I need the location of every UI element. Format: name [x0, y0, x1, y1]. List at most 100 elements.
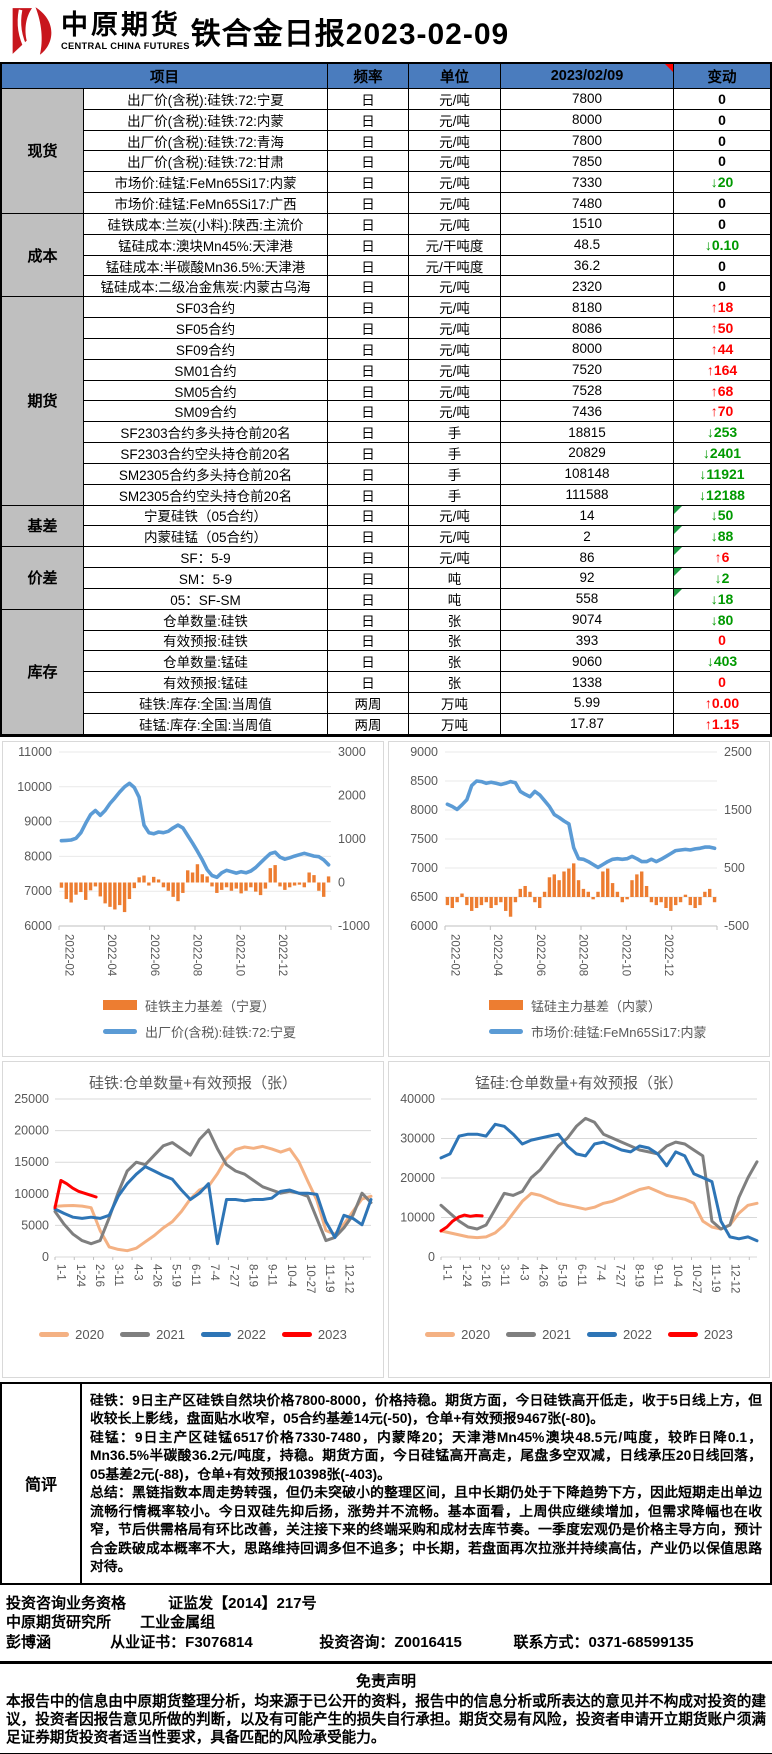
row-change: ↓2 — [674, 568, 770, 589]
row-item: 出厂价(含税):硅铁:72:宁夏 — [84, 89, 328, 110]
row-frequency: 日 — [328, 109, 409, 131]
svg-text:1-1: 1-1 — [55, 1264, 67, 1281]
row-frequency: 日 — [328, 422, 409, 444]
row-item: SF2303合约多头持仓前20名 — [84, 422, 328, 444]
svg-text:0: 0 — [338, 875, 345, 889]
svg-text:4-3: 4-3 — [131, 1264, 143, 1281]
chart-legend: 2020 2021 2022 2023 — [425, 1327, 733, 1342]
row-group-label: 价差 — [2, 547, 84, 610]
row-item: 05：SF-SM — [84, 588, 328, 610]
legend-label: 市场价:硅锰:FeMn65Si17:内蒙 — [531, 1024, 707, 1040]
disclaimer-title: 免责声明 — [355, 1672, 416, 1690]
row-item: SF05合约 — [84, 318, 328, 339]
data-table: 项目 频率 单位 2023/02/09 变动 现货 出厂价(含税):硅铁:72:宁夏日元/… — [0, 62, 772, 737]
svg-text:7000: 7000 — [410, 861, 438, 875]
row-frequency: 日 — [328, 568, 409, 589]
brand-name-en: CENTRAL CHINA FUTURES — [61, 40, 190, 51]
svg-text:10000: 10000 — [400, 1211, 435, 1225]
row-value: 8086 — [501, 318, 674, 339]
note-marker-icon — [674, 547, 682, 556]
svg-text:6000: 6000 — [24, 919, 52, 933]
svg-text:10-4: 10-4 — [285, 1264, 297, 1288]
svg-text:500: 500 — [724, 861, 745, 875]
row-unit: 元/吨 — [409, 130, 501, 152]
legend-label: 2023 — [317, 1327, 347, 1343]
note-marker-icon — [674, 568, 682, 577]
svg-text:8000: 8000 — [24, 849, 52, 863]
svg-text:7-27: 7-27 — [227, 1264, 239, 1287]
svg-text:12-12: 12-12 — [342, 1264, 354, 1293]
chart-title: 锰硅:仓单数量+有效预报（张） — [475, 1075, 683, 1093]
row-change: 0 — [674, 672, 770, 694]
row-item: 内蒙硅锰（05合约） — [84, 526, 328, 548]
row-item: 仓单数量:锰硅 — [84, 651, 328, 673]
svg-text:0: 0 — [428, 1250, 435, 1264]
svg-text:11-19: 11-19 — [709, 1264, 721, 1293]
legend-label: 出厂价(含税):硅铁:72:宁夏 — [145, 1024, 296, 1040]
row-frequency: 日 — [328, 338, 409, 360]
row-unit: 元/吨 — [409, 505, 501, 527]
legend-item: 出厂价(含税):硅铁:72:宁夏 — [103, 1022, 296, 1041]
credentials-section: 投资咨询业务资格 证监发【2014】217号 中原期货研究所 工业金属组 彭博涵… — [0, 1585, 772, 1661]
row-frequency: 日 — [328, 401, 409, 423]
legend-label: 2022 — [623, 1327, 652, 1343]
row-value: 111588 — [501, 484, 674, 506]
svg-text:2022-02: 2022-02 — [448, 934, 460, 976]
svg-text:15000: 15000 — [14, 1155, 49, 1169]
row-frequency: 日 — [328, 651, 409, 673]
legend-line-swatch — [667, 1332, 698, 1338]
row-unit: 张 — [409, 672, 501, 694]
svg-text:9000: 9000 — [410, 745, 438, 759]
legend-line-swatch — [120, 1332, 151, 1338]
row-change: ↑50 — [674, 318, 770, 339]
disclaimer-section: 免责声明 本报告中的信息由中原期货整理分析，均来源于已公开的资料，报告中的信息分… — [0, 1660, 772, 1754]
row-value: 7850 — [501, 151, 674, 173]
row-value: 36.2 — [501, 255, 674, 277]
legend-line-swatch — [489, 1028, 523, 1034]
row-item: SF2303合约空头持仓前20名 — [84, 443, 328, 464]
legend-bar-swatch — [489, 1000, 523, 1011]
row-unit: 张 — [409, 609, 501, 631]
legend-item: 2022 — [201, 1327, 266, 1342]
row-frequency: 日 — [328, 443, 409, 464]
row-item: 仓单数量:硅铁 — [84, 609, 328, 631]
row-unit: 元/吨 — [409, 151, 501, 173]
row-item: 锰硅成本:半碳酸Mn36.5%:天津港 — [84, 255, 328, 277]
team-name: 工业金属组 — [140, 1614, 216, 1632]
column-header: 频率 — [328, 64, 409, 89]
svg-text:8500: 8500 — [410, 774, 438, 788]
row-unit: 元/吨 — [409, 109, 501, 131]
svg-text:9000: 9000 — [24, 814, 52, 828]
row-value: 7480 — [501, 193, 674, 214]
row-unit: 元/吨 — [409, 380, 501, 402]
chart-sf-warrants: 硅铁:仓单数量+有效预报（张） 0 5000 10000 15000 20000 25000… — [2, 1061, 384, 1378]
row-value: 8000 — [501, 338, 674, 360]
row-frequency: 日 — [328, 318, 409, 339]
legend-line-swatch — [587, 1332, 617, 1338]
row-value: 20829 — [501, 443, 674, 464]
analyst-name: 彭博涵 — [6, 1633, 52, 1651]
svg-text:2022-04: 2022-04 — [105, 934, 117, 977]
svg-text:2-16: 2-16 — [93, 1264, 105, 1287]
legend-item: 锰硅主力基差（内蒙） — [489, 996, 707, 1015]
commentary-text: 硅铁：9日主产区硅铁自然块价格7800-8000，价格持稳。期货方面，今日硅铁高… — [82, 1384, 770, 1583]
svg-text:10000: 10000 — [14, 1187, 49, 1201]
row-item: 市场价:硅锰:FeMn65Si17:内蒙 — [84, 172, 328, 194]
commentary-label: 简评 — [2, 1383, 82, 1583]
row-value: 7520 — [501, 359, 674, 381]
row-frequency: 日 — [328, 588, 409, 610]
row-group-label: 成本 — [2, 213, 84, 298]
institute-line: 中原期货研究所 工业金属组 — [6, 1613, 766, 1633]
row-change: ↓0.10 — [674, 234, 770, 256]
row-change: ↓18 — [674, 588, 770, 610]
svg-text:2000: 2000 — [338, 788, 366, 802]
row-unit: 元/吨 — [409, 318, 501, 339]
row-change: ↑70 — [674, 401, 770, 423]
row-value: 18815 — [501, 422, 674, 444]
svg-text:7500: 7500 — [410, 832, 438, 846]
svg-text:2022-02: 2022-02 — [62, 934, 74, 976]
row-change: 0 — [674, 255, 770, 277]
column-header: 2023/02/09 — [501, 64, 674, 89]
chart-legend: 锰硅主力基差（内蒙） 市场价:硅锰:FeMn65Si17:内蒙 — [389, 996, 707, 1041]
svg-text:11000: 11000 — [18, 745, 52, 759]
